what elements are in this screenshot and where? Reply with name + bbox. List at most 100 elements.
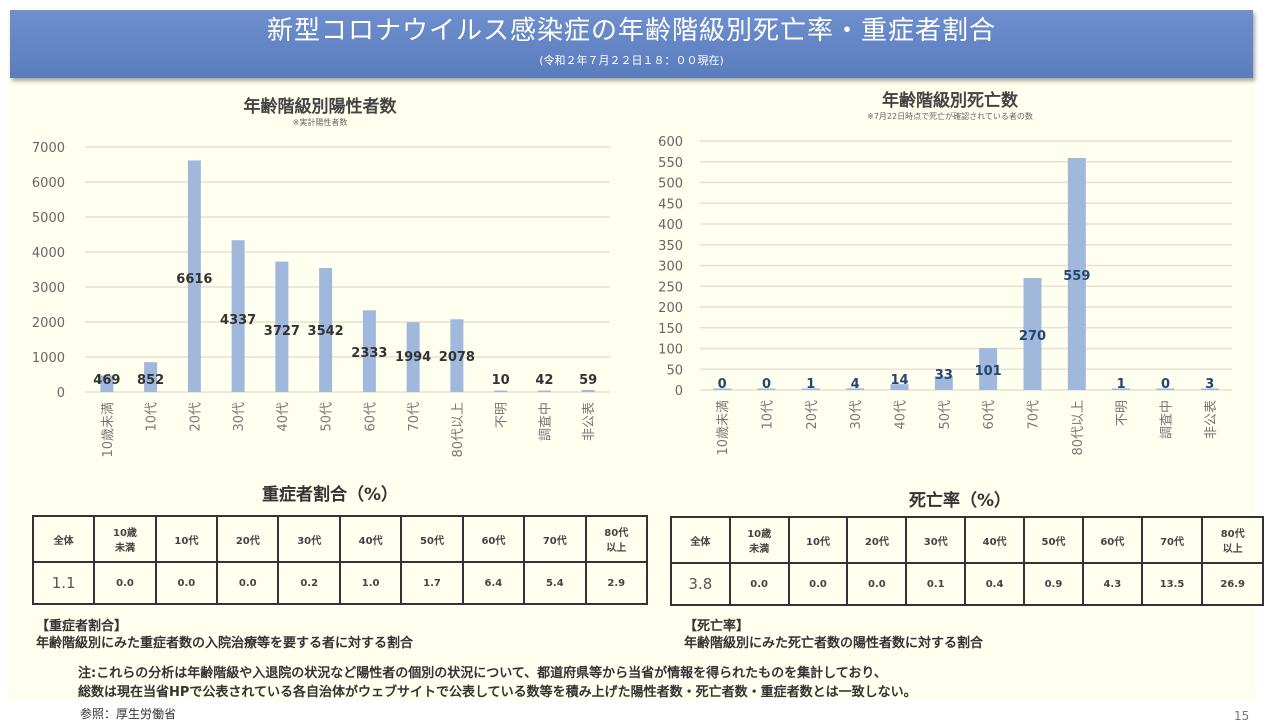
x-category-label: 30代: [849, 400, 864, 430]
bar: [1200, 388, 1219, 390]
data-label: 1: [1117, 377, 1126, 392]
table-total-cell: 1.1: [31, 561, 96, 605]
bar: [406, 322, 420, 392]
data-label: 270: [1019, 329, 1046, 344]
table-header-cell: 30代: [905, 516, 967, 564]
bar: [934, 376, 953, 390]
table-value-cell: 0.2: [277, 561, 341, 605]
data-label: 33: [935, 368, 953, 383]
bar: [494, 390, 508, 392]
table-header-cell: 10歳 未満: [93, 515, 157, 563]
x-category-label: 10代: [761, 400, 776, 430]
y-tick-label: 7000: [32, 141, 65, 156]
x-category-label: 60代: [363, 402, 378, 432]
data-label: 852: [137, 373, 164, 388]
table-value-cell: 0.9: [1023, 562, 1084, 606]
table-header-cell: 10代: [787, 516, 849, 564]
y-tick-label: 400: [658, 218, 683, 233]
bar: [713, 388, 732, 390]
title-banner: 新型コロナウイルス感染症の年齢階級別死亡率・重症者割合 (令和２年７月２２日１８…: [10, 10, 1253, 78]
x-category-label: 10代: [145, 402, 160, 432]
data-label: 42: [535, 373, 553, 388]
page-subtitle: (令和２年７月２２日１８：００現在): [539, 54, 724, 67]
x-category-label: 30代: [232, 402, 247, 432]
bar: [1156, 388, 1175, 390]
bar: [144, 362, 158, 392]
bar: [1112, 388, 1131, 390]
bar: [319, 268, 333, 392]
bar: [450, 319, 464, 392]
severe-note-text: 年齢階級別にみた重症者数の入院治療等を要する者に対する割合: [36, 636, 414, 651]
y-tick-label: 550: [658, 156, 683, 171]
x-category-label: 20代: [188, 402, 203, 432]
bar: [1067, 158, 1086, 390]
data-label: 101: [975, 364, 1002, 379]
fatality-note-title: 【死亡率】: [684, 619, 750, 634]
data-label: 0: [718, 377, 727, 392]
table-value-cell: 13.5: [1140, 562, 1204, 606]
bar: [890, 384, 909, 390]
y-tick-label: 150: [658, 322, 683, 337]
table-value-cell: 26.9: [1201, 562, 1264, 606]
y-tick-label: 350: [658, 239, 683, 254]
page-title: 新型コロナウイルス感染症の年齢階級別死亡率・重症者割合: [266, 16, 996, 46]
footnote-line-1: 注:これらの分析は年齢階級や入退院の状況など陽性者の個別の状況について、都道府県…: [78, 666, 887, 681]
fatality-rate-table: 全体 10歳 未満 10代 20代 30代 40代 50代 60代 70代 80代 以上 3.8 0.0…: [670, 516, 1264, 606]
x-category-label: 50代: [938, 400, 953, 430]
y-tick-label: 0: [57, 386, 65, 401]
y-tick-label: 500: [658, 177, 683, 192]
x-category-label: 非公表: [582, 402, 597, 441]
table-value-cell: 0.0: [93, 561, 157, 605]
deaths-chart-subtitle: ※7月22日時点で死亡が確認されている者の数: [867, 112, 1033, 121]
x-category-label: 70代: [407, 402, 422, 432]
data-label: 4: [851, 377, 860, 392]
y-tick-label: 2000: [32, 316, 65, 331]
x-category-label: 10歳未満: [101, 402, 116, 458]
table-value-cell: 0.0: [154, 561, 219, 605]
y-tick-label: 0: [675, 384, 683, 399]
x-category-label: 調査中: [1160, 400, 1175, 439]
table-total-cell: 3.8: [670, 562, 731, 606]
table-value-cell: 6.4: [461, 561, 526, 605]
x-category-label: 不明: [495, 402, 510, 428]
data-label: 14: [890, 373, 908, 388]
footnote: 注:これらの分析は年齢階級や入退院の状況など陽性者の個別の状況について、都道府県…: [78, 664, 917, 702]
table-header-cell: 50代: [400, 515, 464, 563]
table-value-cell: 0.0: [846, 562, 908, 606]
severe-note-title: 【重症者割合】: [36, 619, 128, 634]
x-category-label: 10歳未満: [716, 400, 731, 456]
table-value-cell: 2.9: [584, 561, 649, 605]
y-tick-label: 5000: [32, 211, 65, 226]
fatality-table-title: 死亡率（%）: [908, 491, 1012, 511]
y-tick-label: 600: [658, 135, 683, 150]
table-header-cell: 80代 以上: [584, 515, 649, 563]
bar: [1023, 277, 1042, 390]
y-tick-label: 200: [658, 301, 683, 316]
positive-chart-subtitle: ※実計陽性者数: [292, 118, 348, 127]
data-label: 469: [93, 373, 120, 388]
data-label: 10: [492, 373, 510, 388]
table-header-cell: 10代: [154, 515, 219, 563]
data-label: 3542: [308, 324, 344, 339]
bar: [537, 390, 551, 392]
y-tick-label: 50: [666, 363, 683, 378]
x-category-label: 40代: [894, 400, 909, 430]
bar: [231, 240, 245, 392]
table-header-cell: 50代: [1023, 516, 1084, 564]
table-value-cell: 0.4: [964, 562, 1026, 606]
table-header-cell: 30代: [277, 515, 341, 563]
y-tick-label: 300: [658, 260, 683, 275]
y-tick-label: 1000: [32, 351, 65, 366]
table-value-cell: 0.0: [216, 561, 280, 605]
data-label: 2333: [351, 346, 387, 361]
bar: [979, 348, 998, 390]
table-value-row: 1.1 0.0 0.0 0.0 0.2 1.0 1.7 6.4 5.4 2.9: [31, 561, 649, 605]
table-value-cell: 1.7: [400, 561, 464, 605]
fatality-note: 【死亡率】 年齢階級別にみた死亡者数の陽性者数に対する割合: [684, 618, 983, 652]
bar: [846, 388, 865, 390]
data-label: 6616: [176, 272, 212, 287]
table-header-cell: 全体: [670, 516, 731, 564]
severe-rate-table: 全体 10歳 未満 10代 20代 30代 40代 50代 60代 70代 80代 以上 1.1 0.0…: [31, 515, 649, 605]
